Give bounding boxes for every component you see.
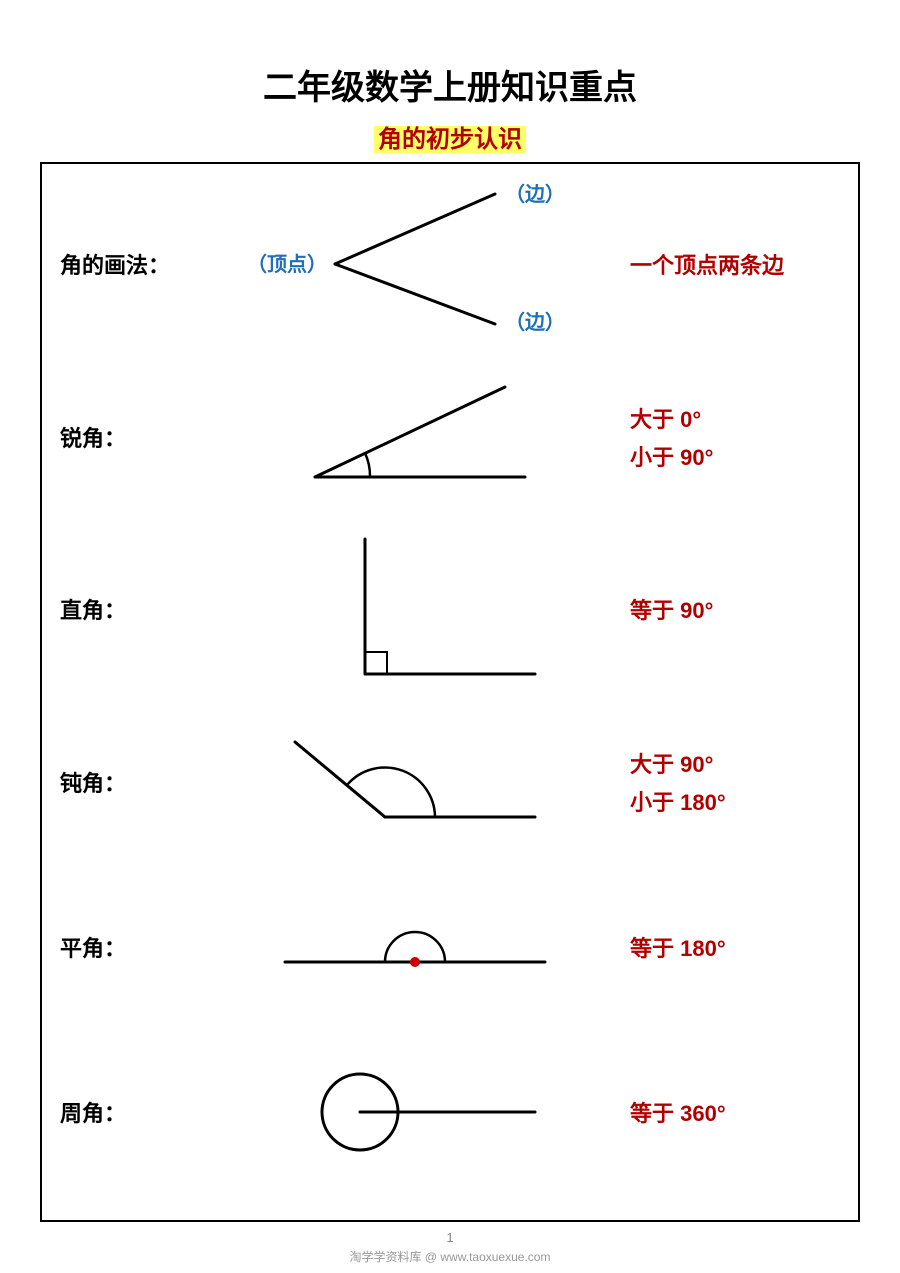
diagram-right — [200, 529, 630, 689]
desc-obtuse: 大于 90° 小于 180° — [630, 741, 840, 823]
angle-figure-draw: （顶点） （边） （边） — [235, 179, 595, 349]
row-label-straight: 平角： — [60, 931, 200, 963]
page-subtitle: 角的初步认识 — [0, 119, 900, 154]
row-label-obtuse: 钝角： — [60, 766, 200, 798]
diagram-draw: （顶点） （边） （边） — [200, 179, 630, 349]
row-obtuse: 钝角： 大于 90° 小于 180° — [60, 699, 840, 864]
diagram-obtuse — [200, 722, 630, 842]
desc-draw: 一个顶点两条边 — [630, 242, 840, 286]
row-acute: 锐角： 大于 0° 小于 90° — [60, 354, 840, 519]
row-full: 周角： 等于 360° — [60, 1029, 840, 1194]
content-box: 角的画法： （顶点） （边） （边） 一个顶点两条边锐角： 大于 0° 小于 90° 直角： 等… — [40, 162, 860, 1222]
row-right: 直角： 等于 90° — [60, 519, 840, 699]
annotation: （边） — [505, 183, 565, 206]
desc-acute: 大于 0° 小于 90° — [630, 396, 840, 478]
desc-line: 等于 180° — [630, 931, 840, 963]
angle-figure-acute — [275, 372, 555, 502]
desc-line: 等于 360° — [630, 1096, 840, 1128]
row-draw: 角的画法： （顶点） （边） （边） 一个顶点两条边 — [60, 174, 840, 354]
annotation: （顶点） — [247, 253, 327, 276]
subtitle-text: 角的初步认识 — [374, 126, 526, 153]
angle-figure-right — [275, 529, 555, 689]
desc-line: 小于 180° — [630, 785, 840, 817]
annotation: （边） — [505, 311, 565, 334]
desc-full: 等于 360° — [630, 1090, 840, 1134]
angle-figure-obtuse — [275, 722, 555, 842]
desc-line: 一个顶点两条边 — [630, 248, 840, 280]
desc-right: 等于 90° — [630, 587, 840, 631]
row-straight: 平角： 等于 180° — [60, 864, 840, 1029]
desc-straight: 等于 180° — [630, 925, 840, 969]
row-label-right: 直角： — [60, 593, 200, 625]
angle-figure-full — [275, 1052, 555, 1172]
desc-line: 大于 90° — [630, 747, 840, 779]
desc-line: 等于 90° — [630, 593, 840, 625]
diagram-acute — [200, 372, 630, 502]
page-title: 二年级数学上册知识重点 — [0, 0, 900, 109]
diagram-straight — [200, 902, 630, 992]
row-label-full: 周角： — [60, 1096, 200, 1128]
page-number: 1 — [0, 1230, 900, 1245]
row-label-acute: 锐角： — [60, 421, 200, 453]
angle-figure-straight — [275, 902, 555, 992]
diagram-full — [200, 1052, 630, 1172]
desc-line: 大于 0° — [630, 402, 840, 434]
footer-text: 淘学学资料库 @ www.taoxuexue.com — [0, 1248, 900, 1265]
desc-line: 小于 90° — [630, 440, 840, 472]
row-label-draw: 角的画法： — [60, 248, 200, 280]
